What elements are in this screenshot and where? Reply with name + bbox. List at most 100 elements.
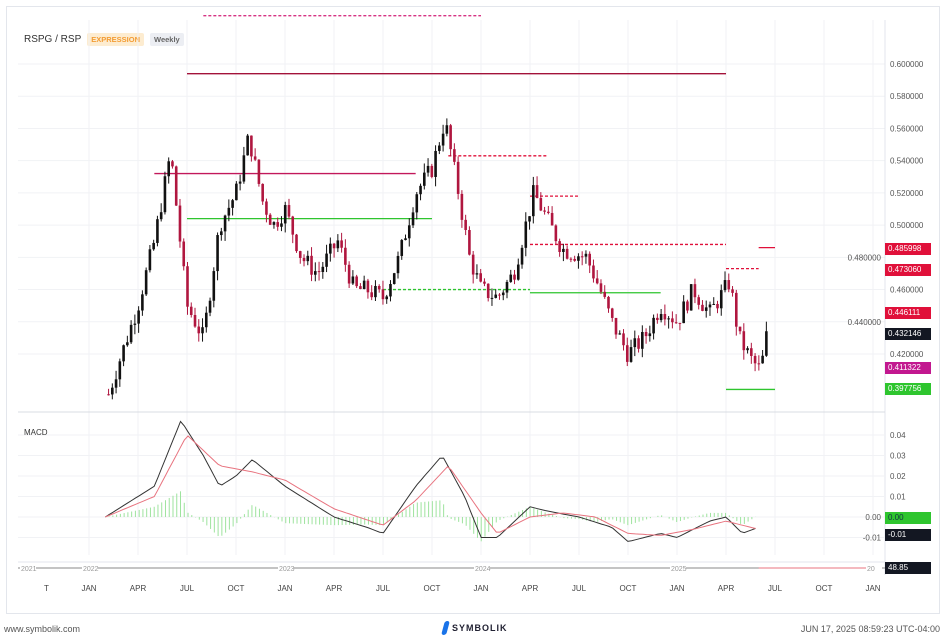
candle <box>689 284 693 311</box>
candle <box>430 165 434 177</box>
candle <box>498 294 501 296</box>
candle <box>682 301 685 324</box>
time-axis-label: JUL <box>572 584 587 593</box>
candle <box>174 166 178 206</box>
candle <box>723 280 727 291</box>
candle <box>434 150 437 177</box>
candle <box>490 297 494 299</box>
candle <box>163 176 167 213</box>
candle <box>569 258 573 260</box>
candle <box>746 348 749 351</box>
time-axis-label: APR <box>522 584 539 593</box>
candle <box>159 212 163 220</box>
candle <box>220 231 223 236</box>
candle <box>392 273 396 284</box>
candle <box>475 273 479 275</box>
footer-url[interactable]: www.symbolik.com <box>4 624 81 634</box>
candle <box>742 331 746 351</box>
candle <box>520 247 524 265</box>
candle <box>618 333 622 335</box>
candle <box>137 310 140 324</box>
time-axis-label: OCT <box>816 584 833 593</box>
candle <box>321 266 325 273</box>
candle <box>197 326 201 334</box>
macd-axis-label: 0.01 <box>890 493 906 502</box>
candle <box>558 241 561 252</box>
time-axis-label: OCT <box>424 584 441 593</box>
candle <box>107 394 110 396</box>
candle <box>129 324 133 343</box>
candle <box>727 280 731 290</box>
candle <box>362 280 366 290</box>
candle <box>663 314 667 320</box>
candle <box>114 379 118 388</box>
price-axis-label: 0.560000 <box>890 124 924 133</box>
candle <box>370 292 373 298</box>
interval-badge[interactable]: Weekly <box>150 33 184 46</box>
time-axis-label: APR <box>718 584 735 593</box>
price-axis-label: 0.600000 <box>890 60 924 69</box>
price-axis-label: 0.500000 <box>890 221 924 230</box>
candle <box>637 338 640 349</box>
candle <box>584 253 588 257</box>
chart-frame <box>6 6 940 614</box>
candle <box>235 183 238 201</box>
candle <box>599 283 603 292</box>
candle <box>656 317 659 321</box>
candle <box>381 289 385 300</box>
timestamp: JUN 17, 2025 08:59:23 UTC-04:00 <box>800 624 940 634</box>
candle <box>625 345 629 362</box>
navigator-year: 2025 <box>671 566 687 573</box>
candle <box>223 215 227 232</box>
price-axis-label: 0.440000 <box>848 318 882 327</box>
candle <box>276 222 280 227</box>
candle <box>765 331 768 356</box>
candle <box>719 290 723 309</box>
candle <box>216 235 219 272</box>
candle <box>595 278 599 284</box>
candle <box>329 243 332 254</box>
candle <box>509 274 513 282</box>
macd-macd-line <box>105 420 756 542</box>
time-axis-label: APR <box>326 584 343 593</box>
navigator-year-bg <box>670 563 686 573</box>
symbolik-logo: SYMBOLIK <box>441 621 508 635</box>
candle <box>400 240 404 256</box>
candle <box>648 333 652 337</box>
time-axis-label: JAN <box>81 584 96 593</box>
price-tag: 0.485998 <box>885 243 931 255</box>
time-axis-label: JAN <box>277 584 292 593</box>
candle <box>438 145 441 151</box>
macd-tag: 0.00 <box>885 512 931 524</box>
candle <box>629 347 633 362</box>
candle <box>580 256 584 258</box>
candle <box>486 283 490 299</box>
navigator-value-tag: 48.85 <box>885 562 931 574</box>
candle <box>238 181 242 184</box>
candle <box>182 241 186 267</box>
candle <box>148 249 152 271</box>
candle <box>419 185 422 195</box>
candle <box>336 240 340 249</box>
candle <box>122 345 125 362</box>
navigator-year: 2021 <box>21 566 37 573</box>
candle <box>734 292 738 327</box>
candle <box>610 308 614 318</box>
candle <box>449 125 452 150</box>
candle <box>614 317 618 335</box>
candle <box>302 257 306 262</box>
navigator-year-bg <box>866 563 882 573</box>
candle <box>516 264 520 280</box>
price-tag: 0.473060 <box>885 264 931 276</box>
candle <box>750 348 753 356</box>
candle <box>554 225 558 242</box>
candle <box>389 283 392 297</box>
candle <box>483 281 486 284</box>
chart-title: RSPG / RSP EXPRESSION Weekly <box>24 33 184 46</box>
candle <box>607 296 610 309</box>
candle <box>261 183 264 202</box>
candle <box>468 229 471 255</box>
candle <box>532 185 535 217</box>
candle <box>471 254 475 275</box>
